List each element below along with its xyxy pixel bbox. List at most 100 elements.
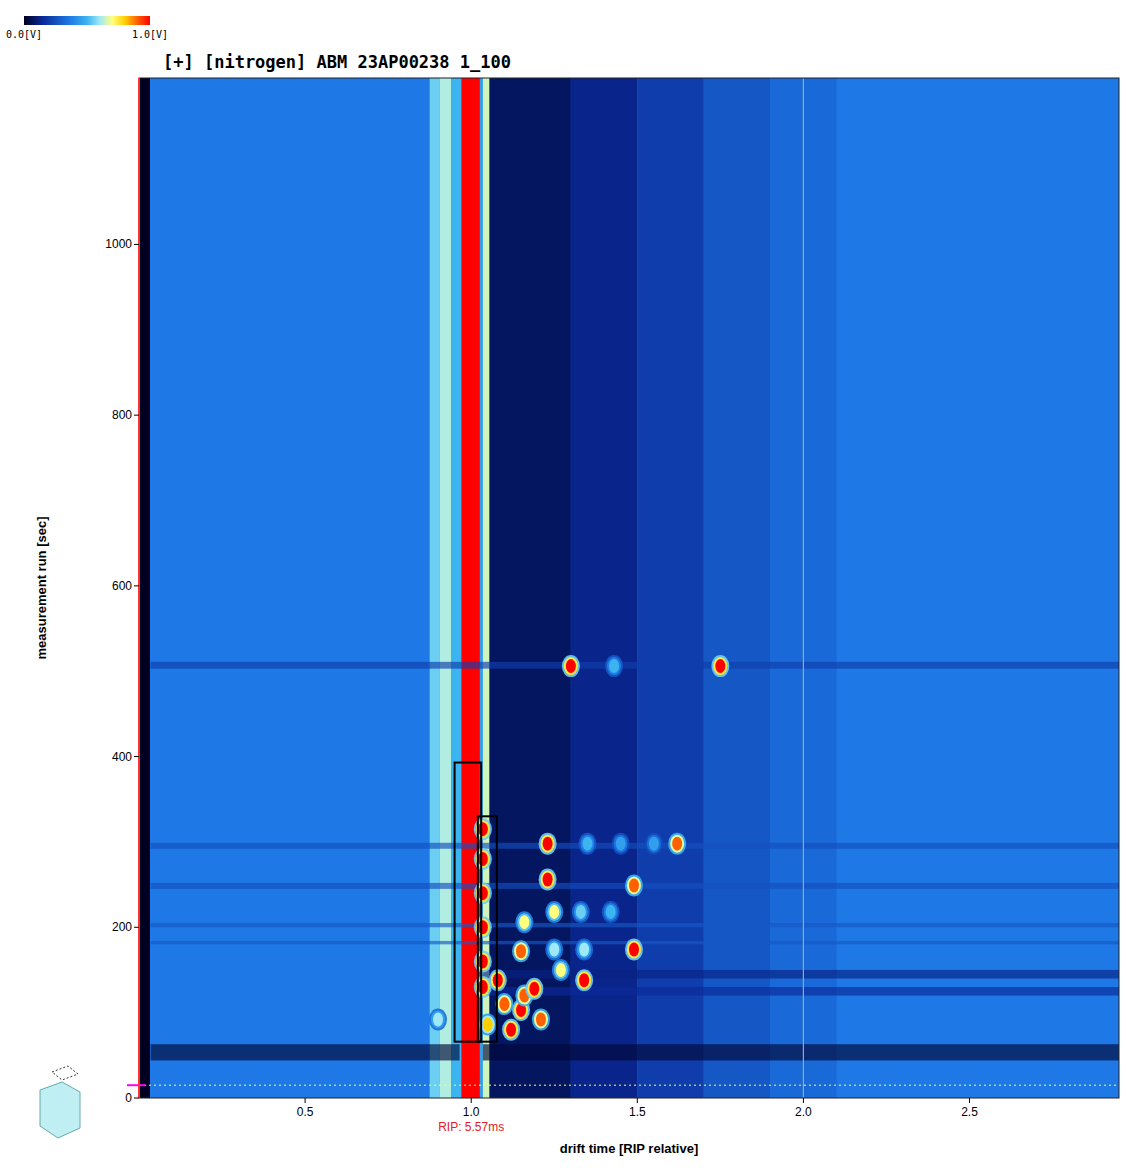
drift-band	[140, 78, 150, 1098]
y-tick	[134, 1098, 139, 1099]
spot	[566, 659, 576, 673]
spot-ring	[647, 835, 661, 853]
spot-halo	[562, 655, 580, 677]
spot-halo	[474, 976, 492, 998]
spot-ring	[534, 1010, 548, 1028]
spot	[543, 837, 553, 851]
x-tick-label: 0.5	[297, 1105, 314, 1119]
spot-ring	[497, 995, 511, 1013]
drift-band	[451, 78, 461, 1098]
drift-band	[483, 78, 490, 1098]
x-tick	[471, 1098, 472, 1103]
x-axis-title: drift time [RIP relative]	[560, 1141, 698, 1156]
color-bar	[24, 16, 150, 25]
spot-halo	[668, 833, 686, 855]
spot-ring	[504, 1021, 518, 1039]
x-tick-label: 1.5	[629, 1105, 646, 1119]
spot	[478, 886, 488, 900]
spot-halo	[575, 938, 593, 960]
left-edge-line	[138, 78, 140, 1098]
spot	[478, 980, 488, 994]
spot	[529, 982, 539, 996]
drift-band	[489, 78, 570, 1098]
run-marker-handle	[127, 1084, 145, 1086]
spot-halo	[429, 1008, 447, 1030]
spot-halo	[545, 901, 563, 923]
page-background	[0, 0, 1126, 1171]
spot-ring	[577, 940, 591, 958]
y-tick-label: 600	[112, 579, 132, 593]
spot	[483, 1018, 493, 1032]
retention-streak	[151, 1044, 460, 1060]
spot-ring	[574, 903, 588, 921]
spot-halo	[605, 655, 623, 677]
x-tick-label: 1.0	[463, 1105, 480, 1119]
spot	[516, 944, 526, 958]
spot	[582, 837, 592, 851]
rip-label: RIP: 5.57ms	[438, 1120, 504, 1134]
spot	[549, 942, 559, 956]
spot	[499, 997, 509, 1011]
spot-ring	[547, 903, 561, 921]
spot-halo	[625, 874, 643, 896]
spot-halo	[515, 911, 533, 933]
spot-halo	[545, 938, 563, 960]
y-tick	[134, 927, 139, 928]
spot-halo	[474, 882, 492, 904]
spot-halo	[625, 938, 643, 960]
spot-ring	[514, 942, 528, 960]
y-tick-label: 1000	[105, 237, 132, 251]
spot-ring	[577, 971, 591, 989]
icon-body	[40, 1082, 80, 1138]
spot-halo	[575, 969, 593, 991]
spot-ring	[614, 835, 628, 853]
spot	[672, 837, 682, 851]
spot	[536, 1012, 546, 1026]
spot-ring	[607, 657, 621, 675]
spot	[478, 852, 488, 866]
spot	[649, 837, 659, 851]
run-marker	[139, 1085, 1119, 1086]
spot-ring	[517, 913, 531, 931]
selection-box	[478, 816, 497, 1041]
spot-ring	[431, 1010, 445, 1028]
spot-halo	[474, 818, 492, 840]
spot-halo	[578, 833, 596, 855]
spot-halo	[512, 940, 530, 962]
drift-band	[770, 78, 836, 1098]
spot	[549, 905, 559, 919]
drift-band	[704, 78, 770, 1098]
spot	[506, 1023, 516, 1037]
spot-halo	[711, 655, 729, 677]
spot	[609, 659, 619, 673]
y-tick	[134, 415, 139, 416]
spot-halo	[525, 978, 543, 1000]
spot	[629, 942, 639, 956]
plot-frame	[139, 78, 1119, 1098]
y-tick-label: 200	[112, 920, 132, 934]
spot	[616, 837, 626, 851]
x-tick	[969, 1098, 970, 1103]
spot-ring	[627, 876, 641, 894]
spot-halo	[602, 901, 620, 923]
spot-halo	[474, 950, 492, 972]
y-tick-label: 400	[112, 750, 132, 764]
title: [+] [nitrogen] ABM 23AP00238 1_100	[163, 52, 511, 72]
x-tick	[803, 1098, 804, 1103]
drift-marker	[803, 78, 804, 1098]
y-tick	[134, 756, 139, 757]
spot	[478, 954, 488, 968]
spot	[629, 878, 639, 892]
retention-streak	[483, 1044, 1119, 1060]
spot	[715, 659, 725, 673]
spot	[543, 872, 553, 886]
drift-band	[430, 78, 440, 1098]
spot-halo	[495, 993, 513, 1015]
spot-halo	[474, 848, 492, 870]
spot-ring	[547, 940, 561, 958]
spot-ring	[541, 870, 555, 888]
spot	[579, 942, 589, 956]
y-tick-label: 0	[125, 1091, 132, 1105]
spot-ring	[604, 903, 618, 921]
spot	[478, 822, 488, 836]
